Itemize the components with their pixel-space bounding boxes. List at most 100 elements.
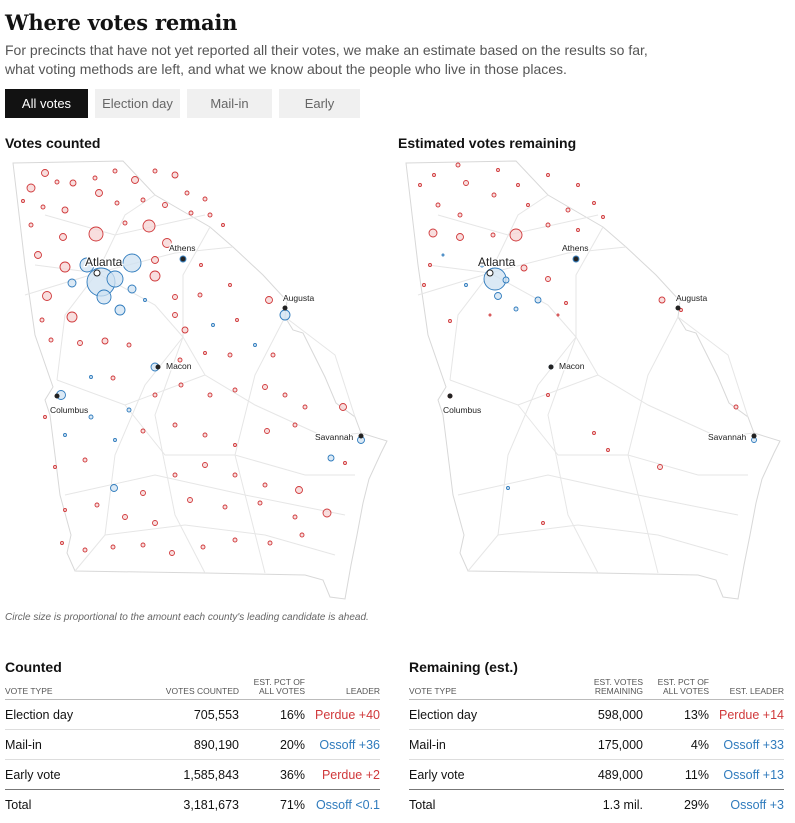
- county-circle-dem: [211, 323, 215, 327]
- road-line: [677, 316, 749, 418]
- road-line: [547, 336, 599, 574]
- county-circle-rep: [110, 544, 116, 550]
- city-dot: [486, 269, 494, 277]
- county-circle-dem: [494, 292, 502, 300]
- county-circle-dem: [253, 343, 257, 347]
- votes-value: 1.3 mil.: [602, 797, 643, 812]
- county-circle-rep: [152, 520, 158, 526]
- pct-value: 20%: [279, 737, 305, 752]
- county-circle-dem: [114, 304, 126, 316]
- county-circle-rep: [162, 238, 172, 248]
- county-circle-dem: [464, 283, 468, 287]
- county-circle-rep: [509, 228, 523, 242]
- county-circle-rep: [92, 175, 98, 181]
- road-line: [437, 214, 599, 236]
- county-circle-rep: [140, 542, 146, 548]
- city-label-macon: Macon: [559, 361, 585, 371]
- county-circle-rep: [435, 202, 441, 208]
- page-subtitle: For precincts that have not yet reported…: [5, 42, 648, 77]
- county-circle-rep: [546, 393, 550, 397]
- county-circle-dem: [513, 306, 519, 312]
- county-circle-rep: [178, 382, 184, 388]
- county-circle-rep: [488, 313, 492, 317]
- county-circle-dem: [63, 433, 67, 437]
- city-dot: [358, 433, 364, 439]
- left-city-labels: Atlanta Athens Augusta Macon Columbus Savanna…: [49, 242, 364, 443]
- county-circle-dem: [110, 484, 118, 492]
- county-circle-rep: [202, 462, 208, 468]
- votes-value: 3,181,673: [183, 797, 239, 812]
- county-circle-rep: [41, 169, 49, 177]
- county-circle-rep: [545, 222, 551, 228]
- vote-type: Total: [5, 797, 32, 812]
- county-circle-dem: [96, 289, 112, 305]
- city-dot: [155, 364, 161, 370]
- tab-election-day[interactable]: Election day: [95, 89, 180, 118]
- county-circle-rep: [222, 504, 228, 510]
- county-circle-rep: [59, 233, 67, 241]
- county-circle-rep: [140, 197, 146, 203]
- votes-value: 1,585,843: [183, 767, 239, 782]
- county-circle-rep: [576, 228, 580, 232]
- vote-type: Total: [409, 797, 436, 812]
- county-circle-dem: [279, 309, 291, 321]
- road-line: [497, 524, 729, 556]
- county-circle-rep: [270, 352, 276, 358]
- road-line: [627, 316, 679, 574]
- county-circle-rep: [88, 226, 104, 242]
- county-circle-dem: [88, 414, 94, 420]
- leader-value: Ossoff <0.1: [315, 797, 380, 812]
- county-circle-rep: [545, 276, 551, 282]
- county-circle-rep: [490, 232, 496, 238]
- county-circle-rep: [172, 422, 178, 428]
- remaining-table-title: Remaining (est.): [409, 659, 518, 675]
- city-label-augusta: Augusta: [283, 293, 314, 303]
- county-circle-rep: [48, 337, 54, 343]
- tab-mail-in[interactable]: Mail-in: [187, 89, 272, 118]
- votes-value: 598,000: [597, 707, 643, 722]
- tab-early[interactable]: Early: [279, 89, 360, 118]
- county-circle-rep: [265, 296, 273, 304]
- page-title: Where votes remain: [5, 10, 238, 35]
- county-circle-dem: [479, 262, 485, 268]
- city-label-savannah: Savannah: [315, 432, 354, 442]
- county-circle-rep: [235, 318, 239, 322]
- road-line: [427, 264, 491, 274]
- county-circle-rep: [95, 189, 103, 197]
- county-circle-rep: [61, 206, 69, 214]
- vote-type: Early vote: [409, 767, 465, 782]
- table-row: Early vote 1,585,843 36% Perdue +2: [5, 760, 380, 790]
- vote-type: Mail-in: [5, 737, 42, 752]
- county-circle-rep: [432, 173, 436, 177]
- county-circle-rep: [54, 179, 60, 185]
- county-circle-rep: [172, 312, 178, 318]
- county-circle-rep: [733, 404, 739, 410]
- county-circle-rep: [21, 199, 25, 203]
- county-circle-rep: [456, 233, 464, 241]
- county-circle-rep: [126, 342, 132, 348]
- county-circle-rep: [131, 176, 139, 184]
- county-circle-rep: [264, 428, 270, 434]
- county-circle-rep: [60, 541, 64, 545]
- remaining-table-header: VOTE TYPE EST. VOTES REMAINING EST. PCT …: [409, 677, 784, 700]
- county-circle-dem: [89, 375, 93, 379]
- county-circle-rep: [188, 210, 194, 216]
- city-dot: [675, 305, 681, 311]
- county-circle-rep: [43, 415, 47, 419]
- left-map-title: Votes counted: [5, 135, 101, 151]
- header-est-votes-remaining: EST. VOTES REMAINING: [593, 677, 643, 696]
- county-circle-rep: [40, 204, 46, 210]
- county-circle-rep: [207, 212, 213, 218]
- county-circle-rep: [140, 428, 146, 434]
- county-circle-rep: [112, 168, 118, 174]
- tab-all-votes[interactable]: All votes: [5, 89, 88, 118]
- county-circle-rep: [463, 180, 469, 186]
- pct-value: 71%: [279, 797, 305, 812]
- leader-value: Ossoff +36: [319, 737, 380, 752]
- city-label-columbus: Columbus: [50, 405, 88, 415]
- pct-value: 36%: [279, 767, 305, 782]
- county-circle-rep: [520, 264, 528, 272]
- county-circle-rep: [207, 392, 213, 398]
- county-circle-rep: [122, 514, 128, 520]
- leader-value: Perdue +14: [719, 707, 784, 722]
